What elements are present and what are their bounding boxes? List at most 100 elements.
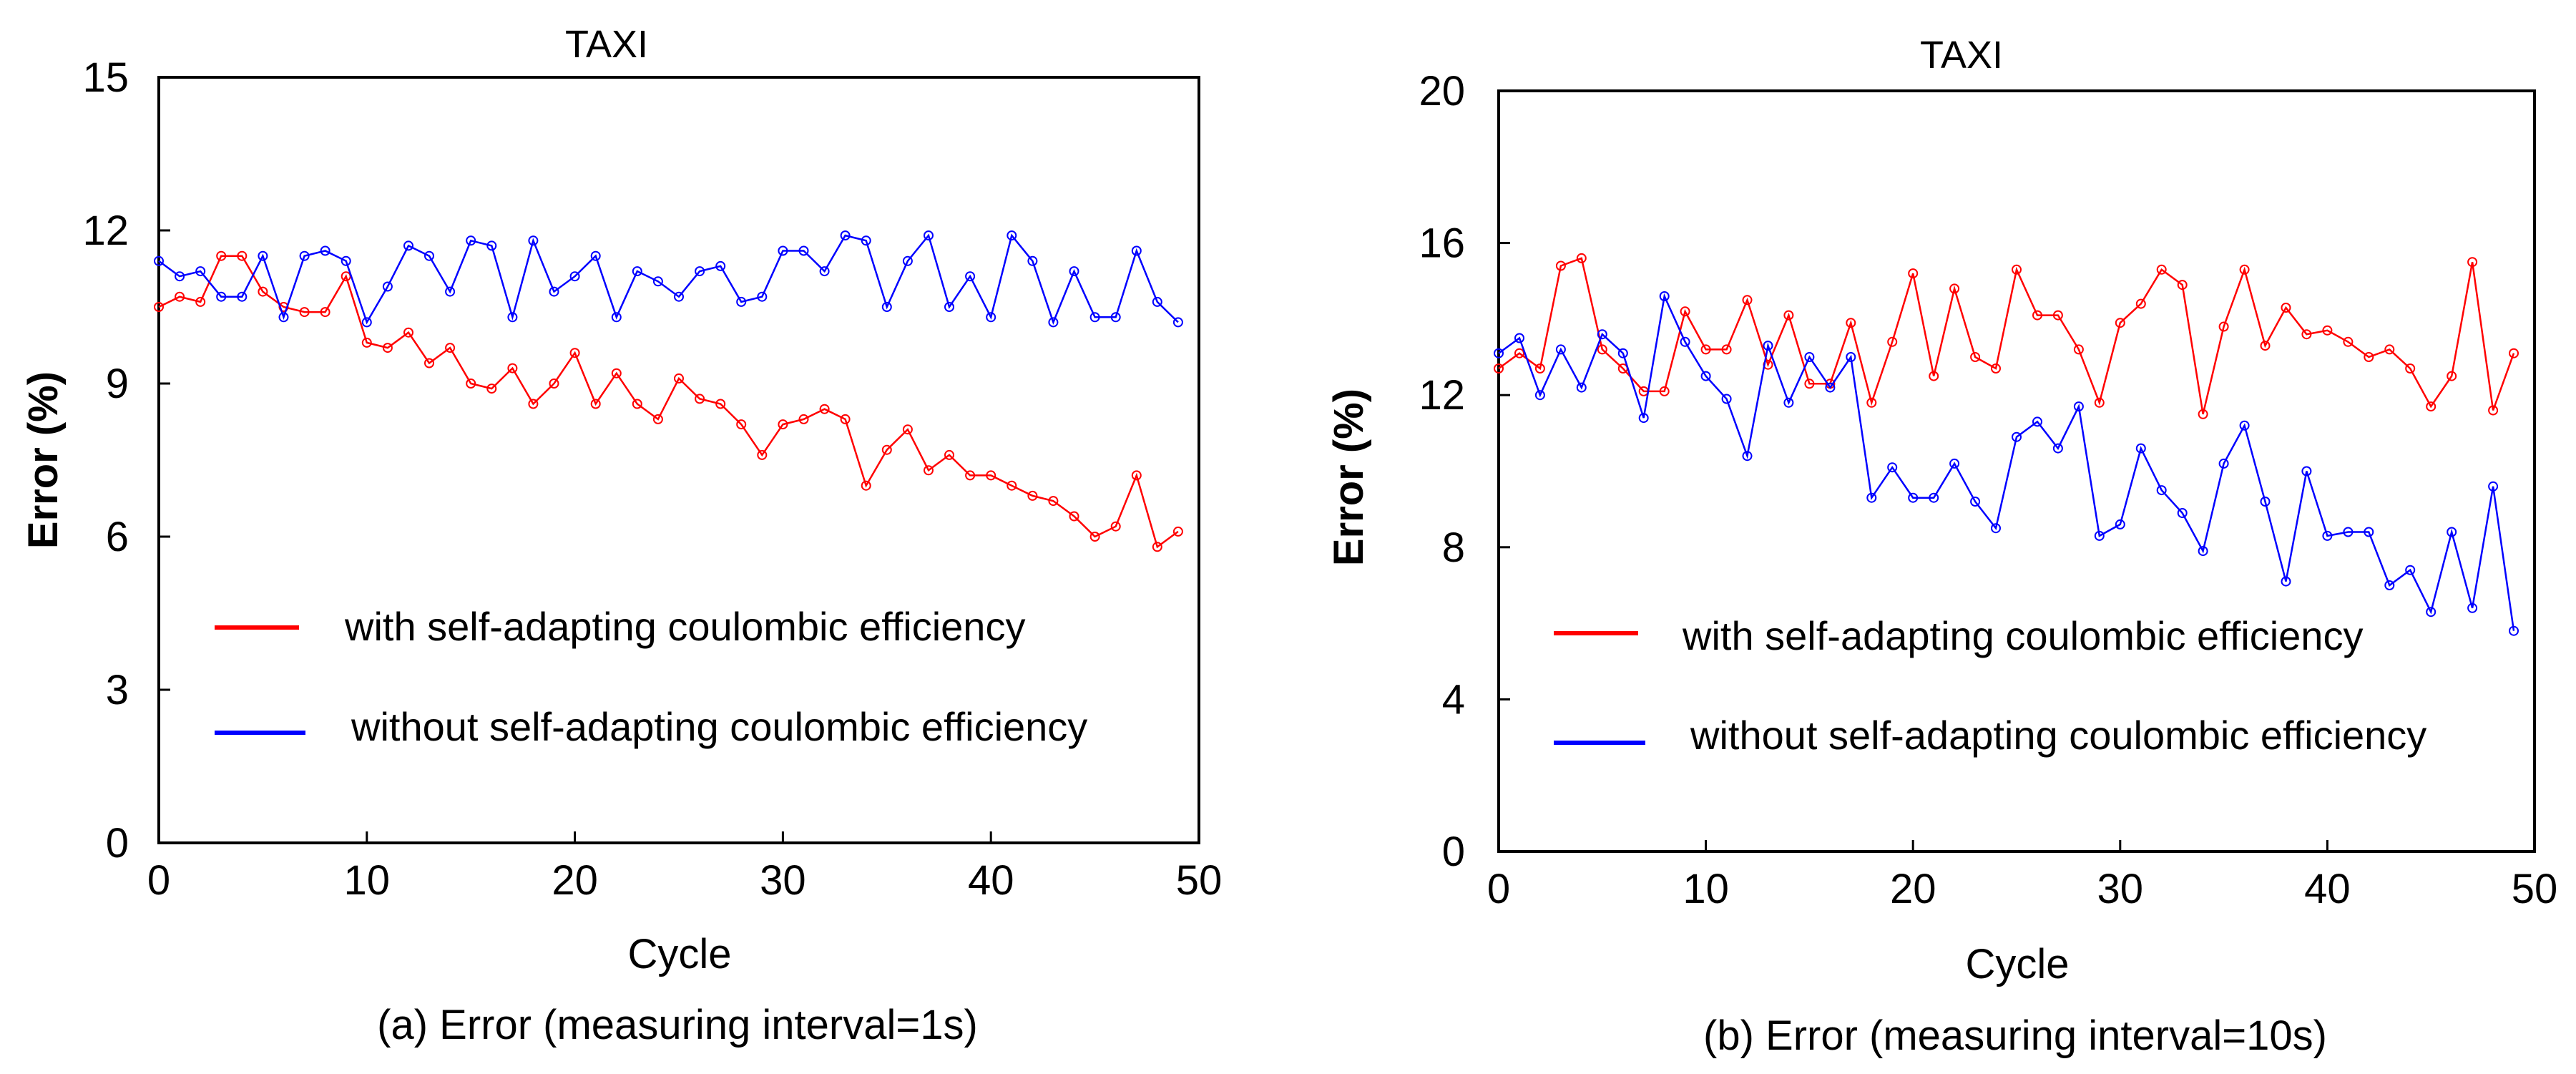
data-point-with	[1783, 310, 1794, 321]
data-point-without	[237, 291, 248, 302]
data-point-without	[715, 260, 726, 271]
data-point-without	[341, 255, 351, 266]
data-point-without	[2447, 527, 2457, 537]
data-point-without	[403, 240, 413, 251]
data-point-without	[757, 291, 768, 302]
data-point-with	[2301, 329, 2312, 340]
data-point-without	[2135, 443, 2146, 454]
data-point-without	[2281, 576, 2291, 587]
data-point-with	[757, 449, 768, 460]
data-point-with	[1089, 532, 1100, 542]
y-tick-label: 0	[106, 820, 129, 866]
x-tick-label: 30	[2097, 866, 2144, 912]
data-point-without	[1534, 390, 1545, 401]
y-tick-label: 16	[1419, 220, 1465, 267]
data-point-without	[1887, 462, 1898, 473]
data-point-without	[2322, 530, 2333, 541]
series-line-without	[158, 233, 1179, 325]
data-point-without	[2426, 607, 2437, 617]
data-point-with	[819, 404, 830, 414]
figure-caption: (b) Error (measuring interval=10s)	[1703, 1012, 2327, 1059]
data-point-without	[2052, 443, 2063, 454]
data-point-with	[2488, 405, 2499, 416]
data-point-with	[1721, 344, 1732, 355]
data-point-with	[1970, 352, 1981, 362]
data-point-with	[237, 250, 248, 261]
data-point-without	[466, 235, 476, 246]
data-point-without	[2177, 508, 2188, 518]
data-point-with	[1804, 379, 1815, 389]
data-point-without	[944, 302, 954, 312]
data-point-without	[861, 235, 871, 246]
data-point-without	[1555, 344, 1566, 355]
y-tick-label: 9	[106, 361, 129, 407]
data-point-without	[1110, 312, 1121, 323]
data-point-without	[1617, 348, 1628, 358]
data-point-without	[1089, 312, 1100, 323]
data-point-with	[320, 307, 330, 318]
data-point-without	[2156, 485, 2167, 496]
data-point-without	[778, 245, 788, 256]
data-point-without	[2488, 481, 2499, 492]
series-line-with	[158, 255, 1179, 549]
x-axis-ticks: 0 10 20 30 40 50	[1487, 840, 2557, 912]
data-point-with	[1846, 318, 1856, 328]
data-point-without	[2218, 458, 2229, 469]
data-point-with	[611, 368, 622, 379]
data-point-without	[1929, 492, 1939, 503]
x-tick-label: 20	[1890, 866, 1936, 912]
data-point-with	[1027, 490, 1038, 501]
data-point-with	[1991, 363, 2001, 374]
data-point-without	[1825, 382, 1836, 393]
data-point-without	[1131, 245, 1142, 256]
x-tick-label: 30	[760, 857, 806, 904]
data-point-with	[1514, 348, 1524, 358]
data-point-with	[674, 373, 684, 384]
data-point-with	[1494, 363, 1504, 374]
data-point-with	[2115, 318, 2125, 328]
figure-caption: (a) Error (measuring interval=1s)	[377, 1002, 978, 1048]
data-point-without	[1680, 336, 1690, 347]
data-point-without	[2032, 416, 2042, 427]
data-point-without	[258, 250, 268, 261]
legend-label-without: without self-adapting coulombic efficien…	[351, 704, 1087, 749]
data-point-with	[486, 384, 497, 394]
data-point-without	[216, 291, 227, 302]
y-tick-label: 12	[82, 208, 129, 254]
data-point-with	[2405, 363, 2416, 374]
data-point-with	[840, 414, 851, 424]
series-layer	[154, 230, 1183, 552]
data-point-with	[507, 363, 518, 374]
data-point-without	[445, 286, 456, 297]
data-point-without	[2384, 580, 2395, 590]
data-point-without	[881, 302, 892, 312]
data-point-without	[1172, 317, 1183, 328]
data-point-without	[424, 250, 434, 261]
x-tick-label: 40	[968, 857, 1014, 904]
x-tick-label: 0	[147, 857, 170, 904]
data-point-without	[652, 276, 663, 287]
data-point-without	[361, 317, 372, 328]
data-point-without	[840, 230, 851, 241]
data-point-without	[1027, 255, 1038, 266]
data-point-with	[2509, 348, 2519, 358]
y-axis-ticks: 0 4 8 12 16 20	[1419, 68, 1510, 875]
data-point-without	[1576, 382, 1587, 393]
data-point-without	[2073, 401, 2084, 412]
x-tick-label: 40	[2304, 866, 2351, 912]
data-point-with	[2281, 303, 2291, 313]
data-point-without	[2343, 527, 2354, 537]
data-point-with	[924, 465, 934, 476]
data-point-with	[2364, 352, 2374, 362]
data-point-without	[1991, 523, 2001, 534]
data-point-without	[2198, 546, 2208, 557]
data-point-without	[590, 250, 601, 261]
y-tick-label: 0	[1442, 829, 1465, 875]
data-point-with	[1576, 253, 1587, 263]
data-point-with	[902, 424, 913, 435]
data-point-without	[2094, 530, 2105, 541]
data-point-with	[1110, 521, 1121, 532]
data-point-without	[2012, 431, 2022, 442]
data-point-without	[902, 255, 913, 266]
